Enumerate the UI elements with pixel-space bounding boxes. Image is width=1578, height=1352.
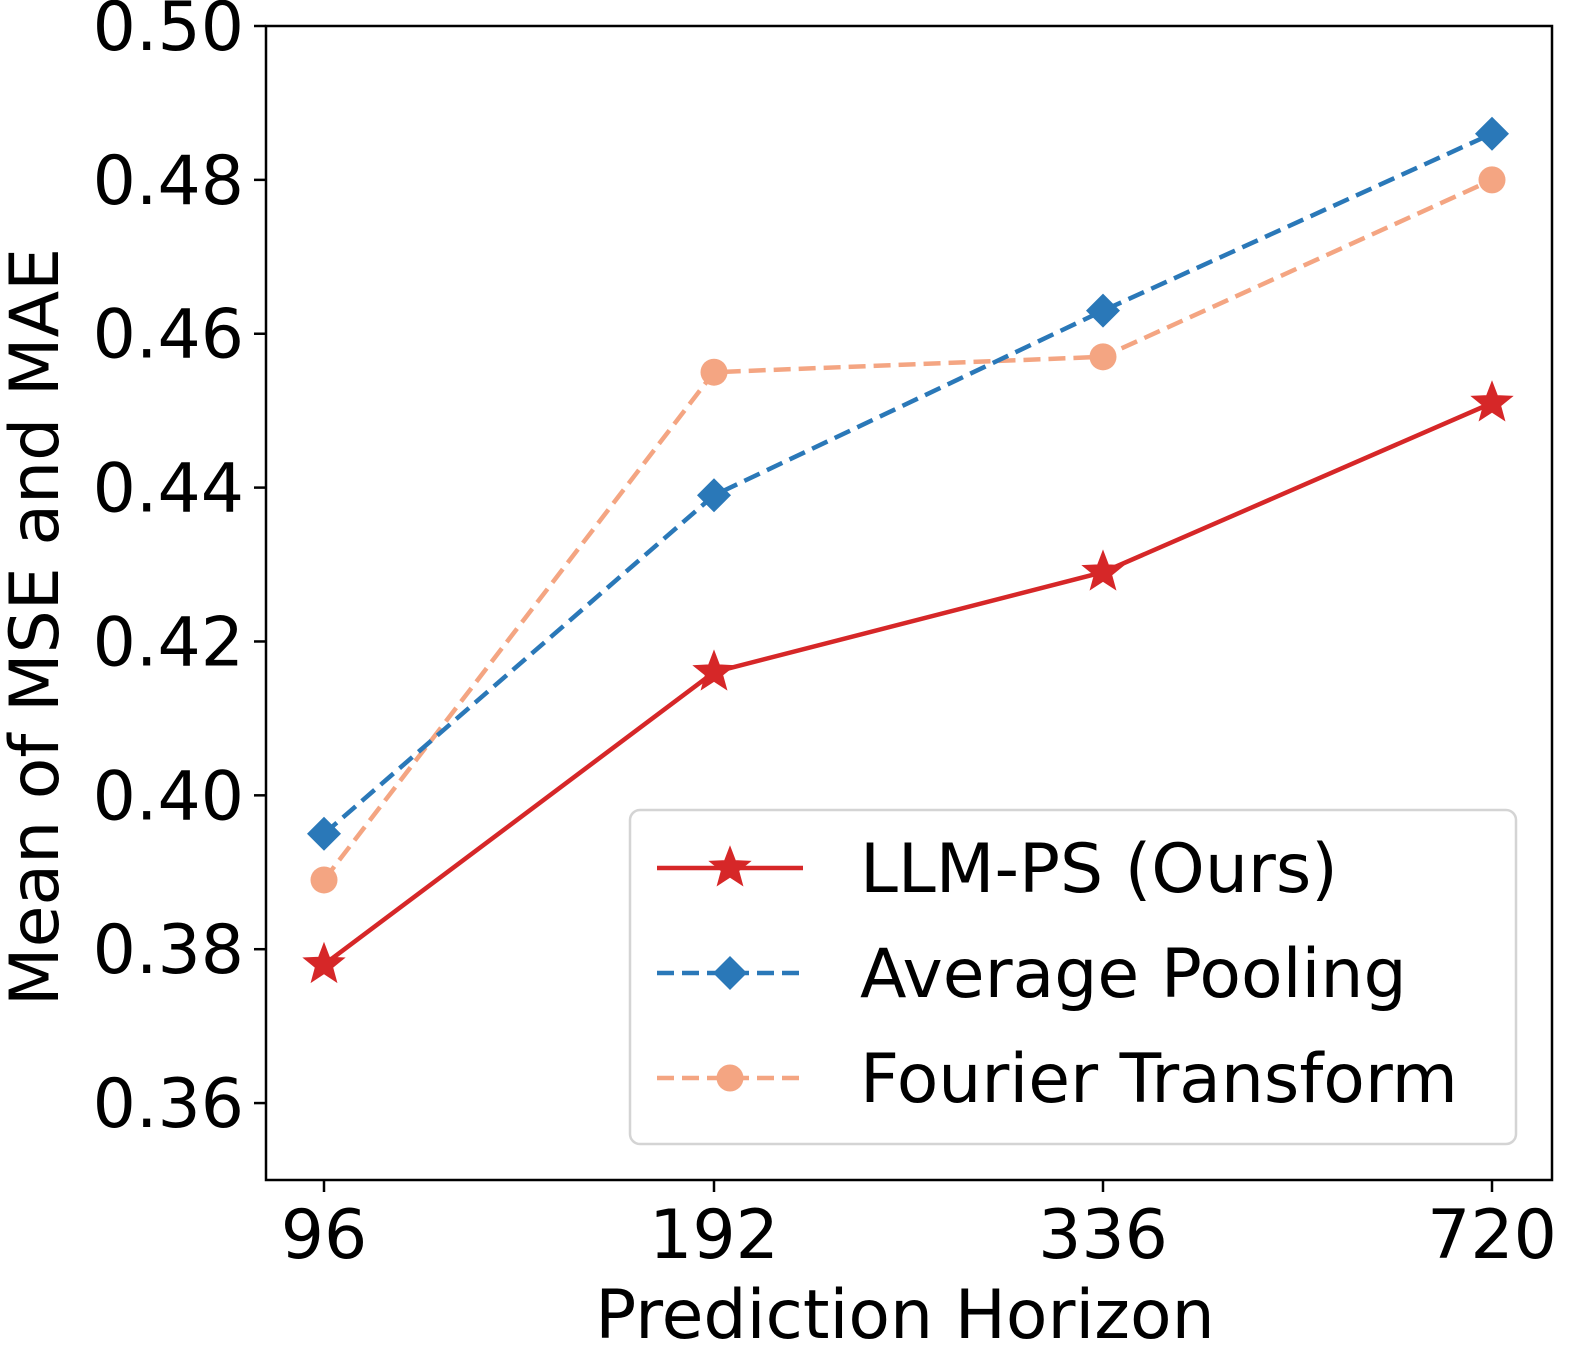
y-tick-label-7: 0.48	[93, 142, 244, 221]
series-2-point-2	[697, 478, 731, 513]
legend-label-3: Fourier Transform	[860, 1040, 1458, 1119]
plot-area	[302, 116, 1514, 984]
legend-label-1: LLM-PS (Ours)	[860, 830, 1338, 909]
y-tick-label-2: 0.38	[93, 911, 244, 990]
series-2-point-1	[307, 816, 341, 851]
series-line-3	[322, 177, 1493, 882]
x-tick-label-4: 720	[1427, 1196, 1557, 1275]
legend-marker-3	[716, 1064, 744, 1092]
legend-label-2: Average Pooling	[860, 935, 1407, 1014]
series-1-point-1	[302, 941, 346, 984]
y-tick-label-3: 0.40	[93, 757, 244, 836]
series-1-point-2	[692, 649, 736, 691]
x-tick-label-3: 336	[1038, 1196, 1168, 1275]
x-axis-title: Prediction Horizon	[595, 1276, 1214, 1352]
y-axis-title: Mean of MSE and MAE	[0, 248, 75, 1006]
series-1-point-3	[1081, 549, 1125, 591]
legend-marker-2	[713, 956, 747, 990]
series-3-point-2	[700, 358, 728, 386]
series-line-2	[322, 131, 1493, 836]
series-line-1	[322, 400, 1493, 967]
legend-box	[628, 808, 1518, 1146]
series-3-point-4	[1478, 166, 1506, 194]
y-tick-label-6: 0.46	[93, 296, 244, 375]
series-2-point-4	[1475, 116, 1509, 151]
legend: LLM-PS (Ours) Average Pooling Fourier Tran…	[628, 808, 1518, 1146]
legend-marker-1	[708, 845, 752, 887]
series-2-point-3	[1086, 293, 1120, 328]
x-tick-label-2: 192	[649, 1196, 779, 1275]
series-1-point-4	[1470, 380, 1514, 422]
y-tick-label-4: 0.42	[93, 603, 244, 682]
y-tick-label-8: 0.50	[93, 0, 244, 67]
series-3-point-1	[310, 866, 338, 894]
y-tick-label-1: 0.36	[93, 1065, 244, 1144]
x-tick-label-1: 96	[281, 1196, 368, 1275]
y-tick-label-5: 0.44	[93, 450, 244, 529]
series-3-point-3	[1089, 343, 1117, 371]
axes-frame	[264, 24, 1554, 1182]
